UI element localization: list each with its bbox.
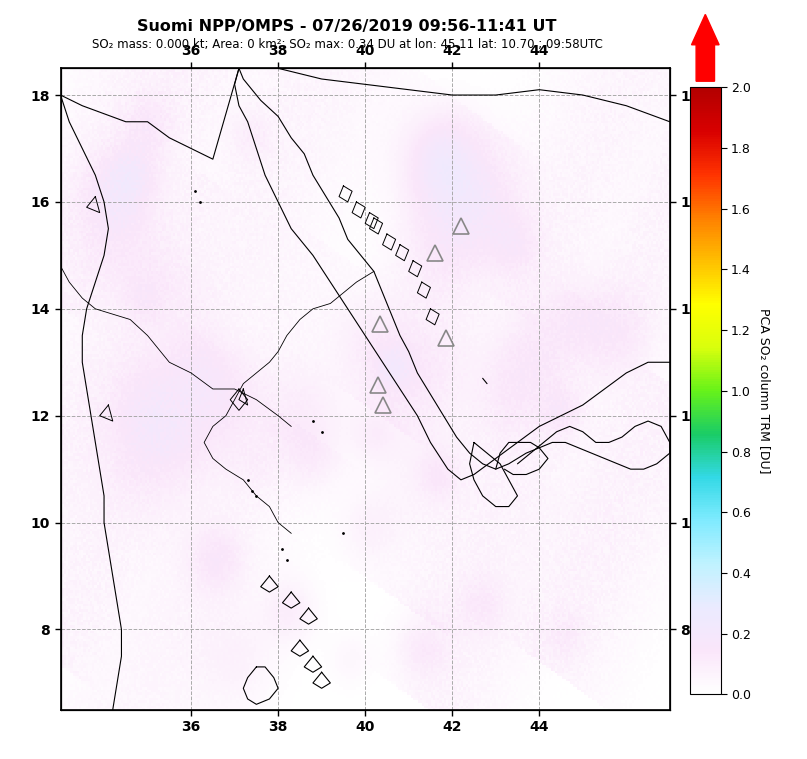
FancyArrow shape bbox=[692, 701, 719, 759]
Text: Suomi NPP/OMPS - 07/26/2019 09:56-11:41 UT: Suomi NPP/OMPS - 07/26/2019 09:56-11:41 … bbox=[137, 19, 557, 34]
Y-axis label: PCA SO₂ column TRM [DU]: PCA SO₂ column TRM [DU] bbox=[758, 308, 771, 474]
Text: SO₂ mass: 0.000 kt; Area: 0 km²; SO₂ max: 0.34 DU at lon: 45.11 lat: 10.70 ; 09:: SO₂ mass: 0.000 kt; Area: 0 km²; SO₂ max… bbox=[91, 38, 603, 51]
FancyArrow shape bbox=[692, 14, 719, 81]
